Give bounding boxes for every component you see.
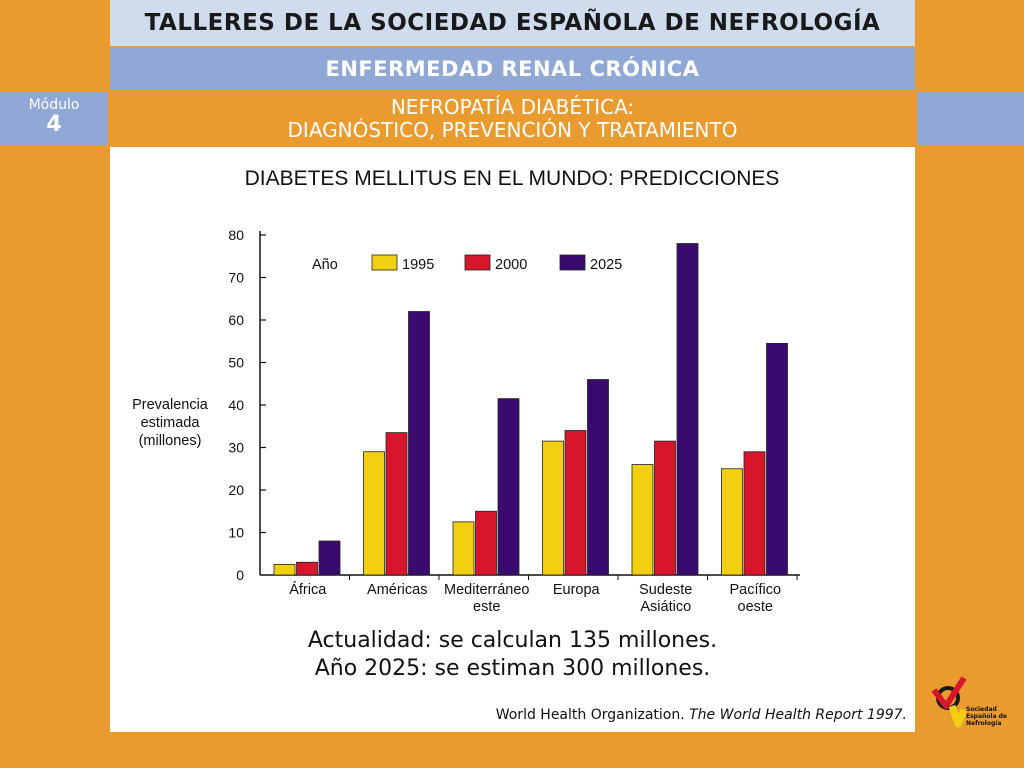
x-tick-label: Sudeste (639, 582, 692, 598)
bar-2000 (654, 440, 676, 576)
bar-chart: DIABETES MELLITUS EN EL MUNDO: PREDICCIO… (132, 167, 800, 615)
y-tick-label: 30 (228, 440, 244, 456)
note-forecast: Año 2025: se estiman 300 millones. (314, 656, 711, 681)
legend-label-2000: 2000 (495, 257, 527, 273)
topic-line-2: DIAGNÓSTICO, PREVENCIÓN Y TRATAMIENTO (287, 117, 738, 142)
bar-2000 (296, 561, 318, 576)
bar-2025 (676, 243, 699, 576)
module-label: Módulo (28, 97, 80, 113)
y-tick-label: 50 (228, 355, 244, 371)
header-title: TALLERES DE LA SOCIEDAD ESPAÑOLA DE NEFR… (110, 0, 915, 46)
y-tick-label: 10 (228, 525, 244, 541)
chart-title: DIABETES MELLITUS EN EL MUNDO: PREDICCIO… (245, 167, 780, 190)
y-tick-label: 70 (228, 270, 244, 286)
bar-2000 (475, 510, 497, 576)
x-tick-label: oeste (738, 599, 773, 615)
bar-2025 (408, 311, 430, 576)
legend-swatch-2000 (464, 254, 491, 271)
x-tick-label: Asiático (640, 599, 691, 615)
bar-2000 (743, 451, 766, 576)
x-tick-label: este (473, 599, 500, 615)
bar-2000 (385, 432, 408, 576)
y-axis-label-line: Prevalencia (132, 397, 209, 413)
source-org: World Health Organization. (495, 707, 690, 723)
source-report: The World Health Report 1997. (689, 707, 907, 723)
y-tick-label: 60 (228, 312, 244, 328)
right-accent-block (917, 92, 1024, 145)
module-number: 4 (46, 112, 62, 137)
bar-2025 (766, 342, 788, 576)
y-tick-label: 80 (228, 227, 244, 243)
header-subtitle: ENFERMEDAD RENAL CRÓNICA (110, 48, 915, 90)
x-tick-label: África (289, 581, 327, 598)
bar-2025 (497, 398, 520, 576)
y-tick-label: 0 (236, 567, 244, 583)
logo-line-2: Española de (966, 713, 1007, 720)
x-tick-label: Pacífico (729, 582, 781, 598)
y-tick-label: 40 (228, 397, 244, 413)
legend-swatch-1995 (371, 254, 398, 271)
bar-1995 (363, 451, 385, 576)
logo-line-1: Sociedad (966, 706, 997, 713)
topic-line-1: NEFROPATÍA DIABÉTICA: (390, 94, 635, 119)
legend-label-2025: 2025 (590, 257, 622, 273)
legend-label-1995: 1995 (402, 257, 434, 273)
x-tick-label: Mediterráneo (444, 582, 529, 598)
logo-text: Sociedad Española de Nefrología (966, 706, 1007, 727)
bar-2000 (564, 430, 587, 576)
bar-1995 (631, 464, 654, 576)
note-current: Actualidad: se calculan 135 millones. (307, 628, 718, 653)
source-citation: World Health Organization. The World Hea… (496, 707, 907, 723)
summary-notes: Actualidad: se calculan 135 millones. Añ… (110, 627, 915, 683)
slide-content: DIABETES MELLITUS EN EL MUNDO: PREDICCIO… (110, 147, 915, 732)
y-tick-label: 20 (228, 482, 244, 498)
logo-line-3: Nefrología (966, 720, 1002, 727)
sen-logo-icon (931, 676, 968, 728)
module-badge: Módulo 4 (0, 92, 108, 145)
x-tick-label: Europa (553, 582, 601, 598)
bar-1995 (452, 521, 475, 576)
topic-banner: NEFROPATÍA DIABÉTICA: DIAGNÓSTICO, PREVE… (110, 92, 915, 145)
bar-1995 (273, 563, 296, 576)
x-tick-label: Américas (367, 582, 427, 598)
bar-1995 (542, 440, 564, 576)
legend-swatch-2025 (559, 254, 586, 271)
bar-2025 (318, 540, 341, 576)
y-axis-label-line: estimada (141, 415, 201, 431)
y-axis-label-line: (millones) (139, 433, 202, 449)
legend-title: Año (312, 257, 338, 273)
bar-1995 (721, 468, 743, 576)
bar-2025 (587, 379, 609, 576)
